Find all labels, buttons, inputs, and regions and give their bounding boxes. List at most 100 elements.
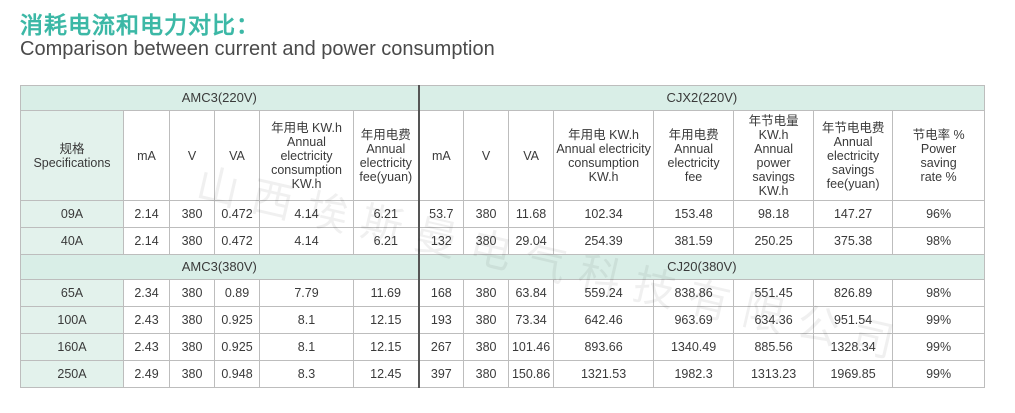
group-header-row: AMC3(220V) CJX2(220V) (19, 85, 986, 111)
table-row: 160A 2.43 380 0.925 8.1 12.15 267 380 101.46 893.… (20, 333, 986, 361)
value-cell: 7.79 (259, 279, 354, 307)
header-line: Annual (754, 141, 794, 156)
value-cell: 1340.49 (653, 333, 735, 361)
value-cell: 147.27 (813, 200, 894, 228)
column-header-row: 规格 Specifications mA V VA 年用电 KW.h Annual e… (20, 110, 986, 201)
value-cell: 826.89 (813, 279, 894, 307)
value-cell: 150.86 (508, 360, 555, 388)
header-line: fee (684, 169, 703, 184)
value-cell: 1321.53 (553, 360, 655, 388)
header-l-ma: mA (123, 110, 170, 201)
table-row: 100A 2.43 380 0.925 8.1 12.15 193 380 73.34 642.4… (20, 306, 986, 334)
page-title-cn: 消耗电流和电力对比： (20, 13, 260, 39)
header-l-kwh: 年用电 KW.h Annual electricity consumption KW.h (259, 110, 354, 201)
value-cell: 375.38 (813, 227, 894, 255)
header-line: electricity (280, 148, 333, 163)
value-cell: 12.15 (352, 306, 420, 334)
value-cell: 885.56 (733, 333, 815, 361)
header-line: consumption (568, 155, 640, 170)
value-cell: 551.45 (733, 279, 815, 307)
value-cell: 8.3 (259, 360, 354, 388)
value-cell: 99% (892, 306, 986, 334)
header-r-rate: 节电率 % Power saving rate % (892, 110, 986, 201)
value-cell: 951.54 (813, 306, 894, 334)
value-cell: 963.69 (653, 306, 735, 334)
header-line: fee(yuan) (359, 169, 413, 184)
header-l-v: V (169, 110, 215, 201)
value-cell: 98% (892, 279, 986, 307)
header-line: rate % (920, 169, 957, 184)
value-cell: 380 (463, 279, 510, 307)
value-cell: 2.14 (123, 200, 170, 228)
value-cell: 4.14 (259, 227, 354, 255)
spec-cell: 250A (20, 360, 124, 388)
header-line: Specifications (33, 155, 111, 170)
table-row: 09A 2.14 380 0.472 4.14 6.21 53.7 380 11.68 102.3… (20, 200, 986, 228)
header-line: 年用电费 (360, 127, 411, 142)
header-line: Annual (833, 134, 873, 149)
spec-cell: 100A (20, 306, 124, 334)
header-r-kwh: 年用电 KW.h Annual electricity consumption KW.… (553, 110, 655, 201)
value-cell: 29.04 (508, 227, 555, 255)
header-line: 年用电费 (668, 127, 719, 142)
value-cell: 99% (892, 333, 986, 361)
value-cell: 1313.23 (733, 360, 815, 388)
header-line: saving (920, 155, 957, 170)
value-cell: 642.46 (553, 306, 655, 334)
header-line: Annual (366, 141, 406, 156)
value-cell: 893.66 (553, 333, 655, 361)
value-cell: 380 (169, 360, 215, 388)
value-cell: 2.34 (123, 279, 170, 307)
value-cell: 2.43 (123, 306, 170, 334)
header-line: 规格 (59, 141, 85, 156)
value-cell: 0.925 (214, 306, 260, 334)
value-cell: 98.18 (733, 200, 815, 228)
value-cell: 101.46 (508, 333, 555, 361)
value-cell: 250.25 (733, 227, 815, 255)
value-cell: 397 (417, 360, 465, 388)
value-cell: 838.86 (653, 279, 735, 307)
value-cell: 168 (417, 279, 465, 307)
header-line: Annual electricity (556, 141, 651, 156)
value-cell: 8.1 (259, 333, 354, 361)
value-cell: 73.34 (508, 306, 555, 334)
group-amc3-380v: AMC3(380V) (19, 254, 420, 280)
value-cell: 254.39 (553, 227, 655, 255)
header-line: KW.h (758, 127, 789, 142)
value-cell: 380 (463, 333, 510, 361)
header-r-fee: 年用电费 Annual electricity fee (653, 110, 735, 201)
spec-cell: 65A (20, 279, 124, 307)
spec-cell: 09A (20, 200, 124, 228)
value-cell: 0.472 (214, 200, 260, 228)
group-cj20-380v: CJ20(380V) (417, 254, 986, 280)
value-cell: 380 (463, 360, 510, 388)
value-cell: 132 (417, 227, 465, 255)
value-cell: 1982.3 (653, 360, 735, 388)
value-cell: 380 (169, 279, 215, 307)
value-cell: 8.1 (259, 306, 354, 334)
value-cell: 381.59 (653, 227, 735, 255)
value-cell: 380 (463, 200, 510, 228)
value-cell: 380 (169, 227, 215, 255)
value-cell: 380 (169, 306, 215, 334)
header-line: 年用电 KW.h (271, 120, 342, 135)
header-line: KW.h (291, 176, 322, 191)
header-line: consumption (271, 162, 342, 177)
value-cell: 6.21 (352, 200, 420, 228)
table-row: 40A 2.14 380 0.472 4.14 6.21 132 380 29.04 254.39… (20, 227, 986, 255)
header-line: savings (831, 162, 875, 177)
value-cell: 4.14 (259, 200, 354, 228)
value-cell: 96% (892, 200, 986, 228)
header-line: KW.h (758, 183, 789, 198)
value-cell: 11.68 (508, 200, 555, 228)
value-cell: 0.948 (214, 360, 260, 388)
group-header-row-2: AMC3(380V) CJ20(380V) (19, 254, 986, 280)
value-cell: 0.89 (214, 279, 260, 307)
header-line: 年节电电费 (821, 120, 885, 135)
value-cell: 380 (169, 200, 215, 228)
value-cell: 6.21 (352, 227, 420, 255)
header-l-fee: 年用电费 Annual electricity fee(yuan) (352, 110, 420, 201)
header-line: Power (920, 141, 957, 156)
spec-cell: 160A (20, 333, 124, 361)
header-r-v: V (463, 110, 510, 201)
